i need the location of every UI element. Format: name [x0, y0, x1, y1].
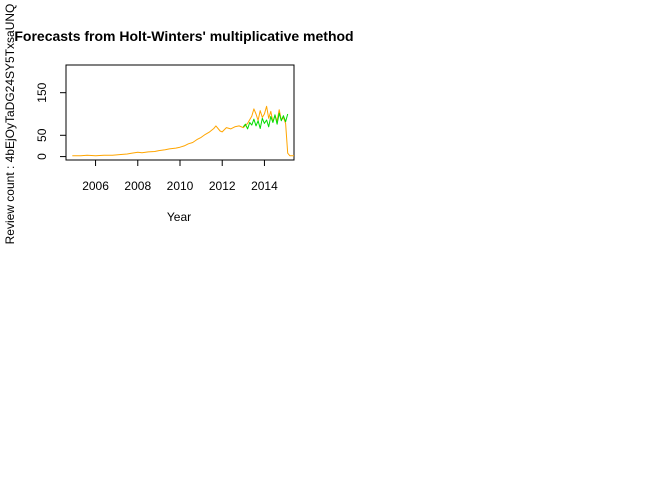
x-tick-label: 2006 [82, 179, 109, 193]
series-line-1 [72, 105, 294, 157]
series-line-2 [242, 112, 289, 130]
x-axis-label: Year [167, 210, 191, 224]
x-tick-label: 2012 [209, 179, 236, 193]
x-tick-label: 2014 [251, 179, 278, 193]
x-axis: 2006 2008 2010 2012 2014 [82, 159, 278, 193]
x-tick-label: 2010 [167, 179, 194, 193]
x-tick-label: 2008 [124, 179, 151, 193]
y-tick-label: 50 [35, 128, 49, 142]
y-axis-label: Review count : 4bEjOyTaDG24SY5TxsaUNQ [3, 4, 17, 245]
y-tick-label: 150 [35, 82, 49, 102]
y-tick-label: 0 [35, 153, 49, 160]
chart-title: Forecasts from Holt-Winters' multiplicat… [14, 28, 353, 44]
series-layer [72, 105, 294, 157]
y-axis: 0 50 150 [35, 82, 67, 160]
